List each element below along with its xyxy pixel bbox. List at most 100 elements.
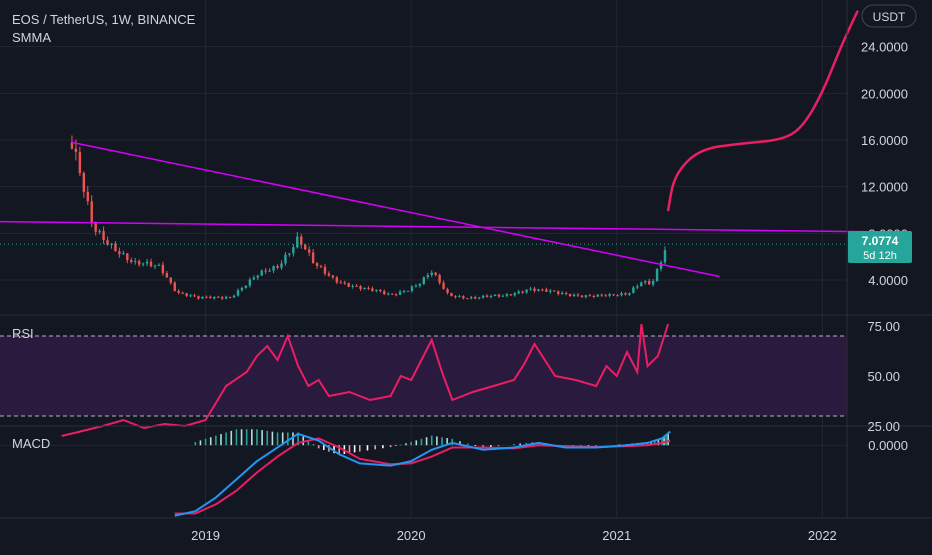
candle-body <box>74 148 78 152</box>
candle-body <box>288 253 291 255</box>
candle-body <box>82 172 86 192</box>
candle-body <box>450 292 453 297</box>
candle-body <box>118 251 121 255</box>
candle-body <box>161 264 165 274</box>
candle-body <box>319 266 323 268</box>
candle-body <box>592 295 596 297</box>
candle-body <box>78 151 82 173</box>
candle-body <box>351 285 354 287</box>
candle-body <box>651 281 655 285</box>
time-axis[interactable]: 2019202020212022202 <box>191 528 932 543</box>
candle-body <box>505 294 509 296</box>
price-tick-label: 12.0000 <box>861 180 908 195</box>
candle-body <box>454 296 457 298</box>
candle-body <box>153 265 157 267</box>
price-tick-label: 16.0000 <box>861 133 908 148</box>
macd-tick-label: 0.0000 <box>868 438 908 453</box>
candle-body <box>236 290 240 296</box>
candle-body <box>568 293 572 296</box>
candle-body <box>497 294 501 297</box>
candle-body <box>240 287 244 291</box>
candle-body <box>659 262 663 269</box>
price-tick-label: 4.0000 <box>868 273 908 288</box>
candle-body <box>383 291 386 295</box>
candle-body <box>394 294 398 296</box>
candle-body <box>588 295 592 297</box>
drawing-annotations[interactable] <box>0 10 905 278</box>
candle-body <box>584 295 588 298</box>
candle-body <box>620 293 623 296</box>
candle-body <box>106 240 109 245</box>
candle-body <box>102 231 105 241</box>
candle-body <box>442 282 445 290</box>
candle-body <box>94 223 97 232</box>
candle-body <box>600 294 603 296</box>
rsi-line <box>61 323 670 437</box>
macd-series <box>174 430 671 517</box>
candle-body <box>525 289 528 293</box>
candle-body <box>292 247 295 254</box>
candle-body <box>264 270 267 272</box>
candle-body <box>145 261 149 264</box>
candle-body <box>576 294 580 296</box>
bar-countdown: 5d 12h <box>863 250 897 262</box>
candle-body <box>564 292 568 294</box>
candle-body <box>126 253 129 261</box>
candle-body <box>304 244 307 250</box>
symbol-title: EOS / TetherUS, 1W, BINANCE <box>12 12 196 27</box>
candle-body <box>220 297 224 299</box>
candle-body <box>636 286 639 288</box>
candle-body <box>272 266 275 271</box>
candle-body <box>596 294 599 297</box>
macd-line <box>174 430 671 517</box>
candle-body <box>256 275 259 278</box>
candle-body <box>98 231 101 233</box>
candle-body <box>553 290 556 292</box>
rsi-band-fill <box>0 336 847 416</box>
candle-body <box>537 289 540 292</box>
price-tick-label: 24.0000 <box>861 40 908 55</box>
candle-body <box>177 290 180 293</box>
currency-button-label: USDT <box>873 10 906 24</box>
rsi-pane-title: RSI <box>12 326 34 341</box>
candle-body <box>462 296 465 299</box>
candle-body <box>557 291 560 295</box>
candle-body <box>414 285 418 287</box>
candle-body <box>114 243 117 252</box>
candle-body <box>343 282 346 284</box>
candle-body <box>446 289 449 293</box>
candle-body <box>655 268 659 282</box>
candle-body <box>300 236 303 245</box>
macd-pane-title: MACD <box>12 436 50 451</box>
candle-body <box>513 293 516 296</box>
currency-button-frame <box>861 4 917 28</box>
candle-body <box>422 277 426 284</box>
candle-body <box>426 275 429 278</box>
descending-trendline <box>71 141 720 278</box>
candle-body <box>311 252 315 264</box>
candle-body <box>402 290 406 292</box>
last-price-badge-bg <box>848 231 912 263</box>
candle-body <box>201 296 204 299</box>
candle-body <box>363 287 366 290</box>
currency-button[interactable]: USDT <box>861 4 917 28</box>
candle-body <box>165 273 169 278</box>
rsi-series <box>61 323 670 437</box>
candle-body <box>545 289 548 292</box>
indicator-label-smma: SMMA <box>12 30 51 45</box>
candle-body <box>604 295 607 297</box>
candle-body <box>331 275 335 278</box>
candle-body <box>493 294 497 296</box>
candle-body <box>224 296 228 299</box>
candle-body <box>509 294 512 296</box>
candle-body <box>477 297 481 299</box>
candle-body <box>280 263 283 268</box>
candle-body <box>244 285 248 288</box>
candle-body <box>438 275 441 283</box>
candle-body <box>560 292 564 295</box>
time-tick-label: 2020 <box>397 528 426 543</box>
candle-body <box>307 249 311 253</box>
